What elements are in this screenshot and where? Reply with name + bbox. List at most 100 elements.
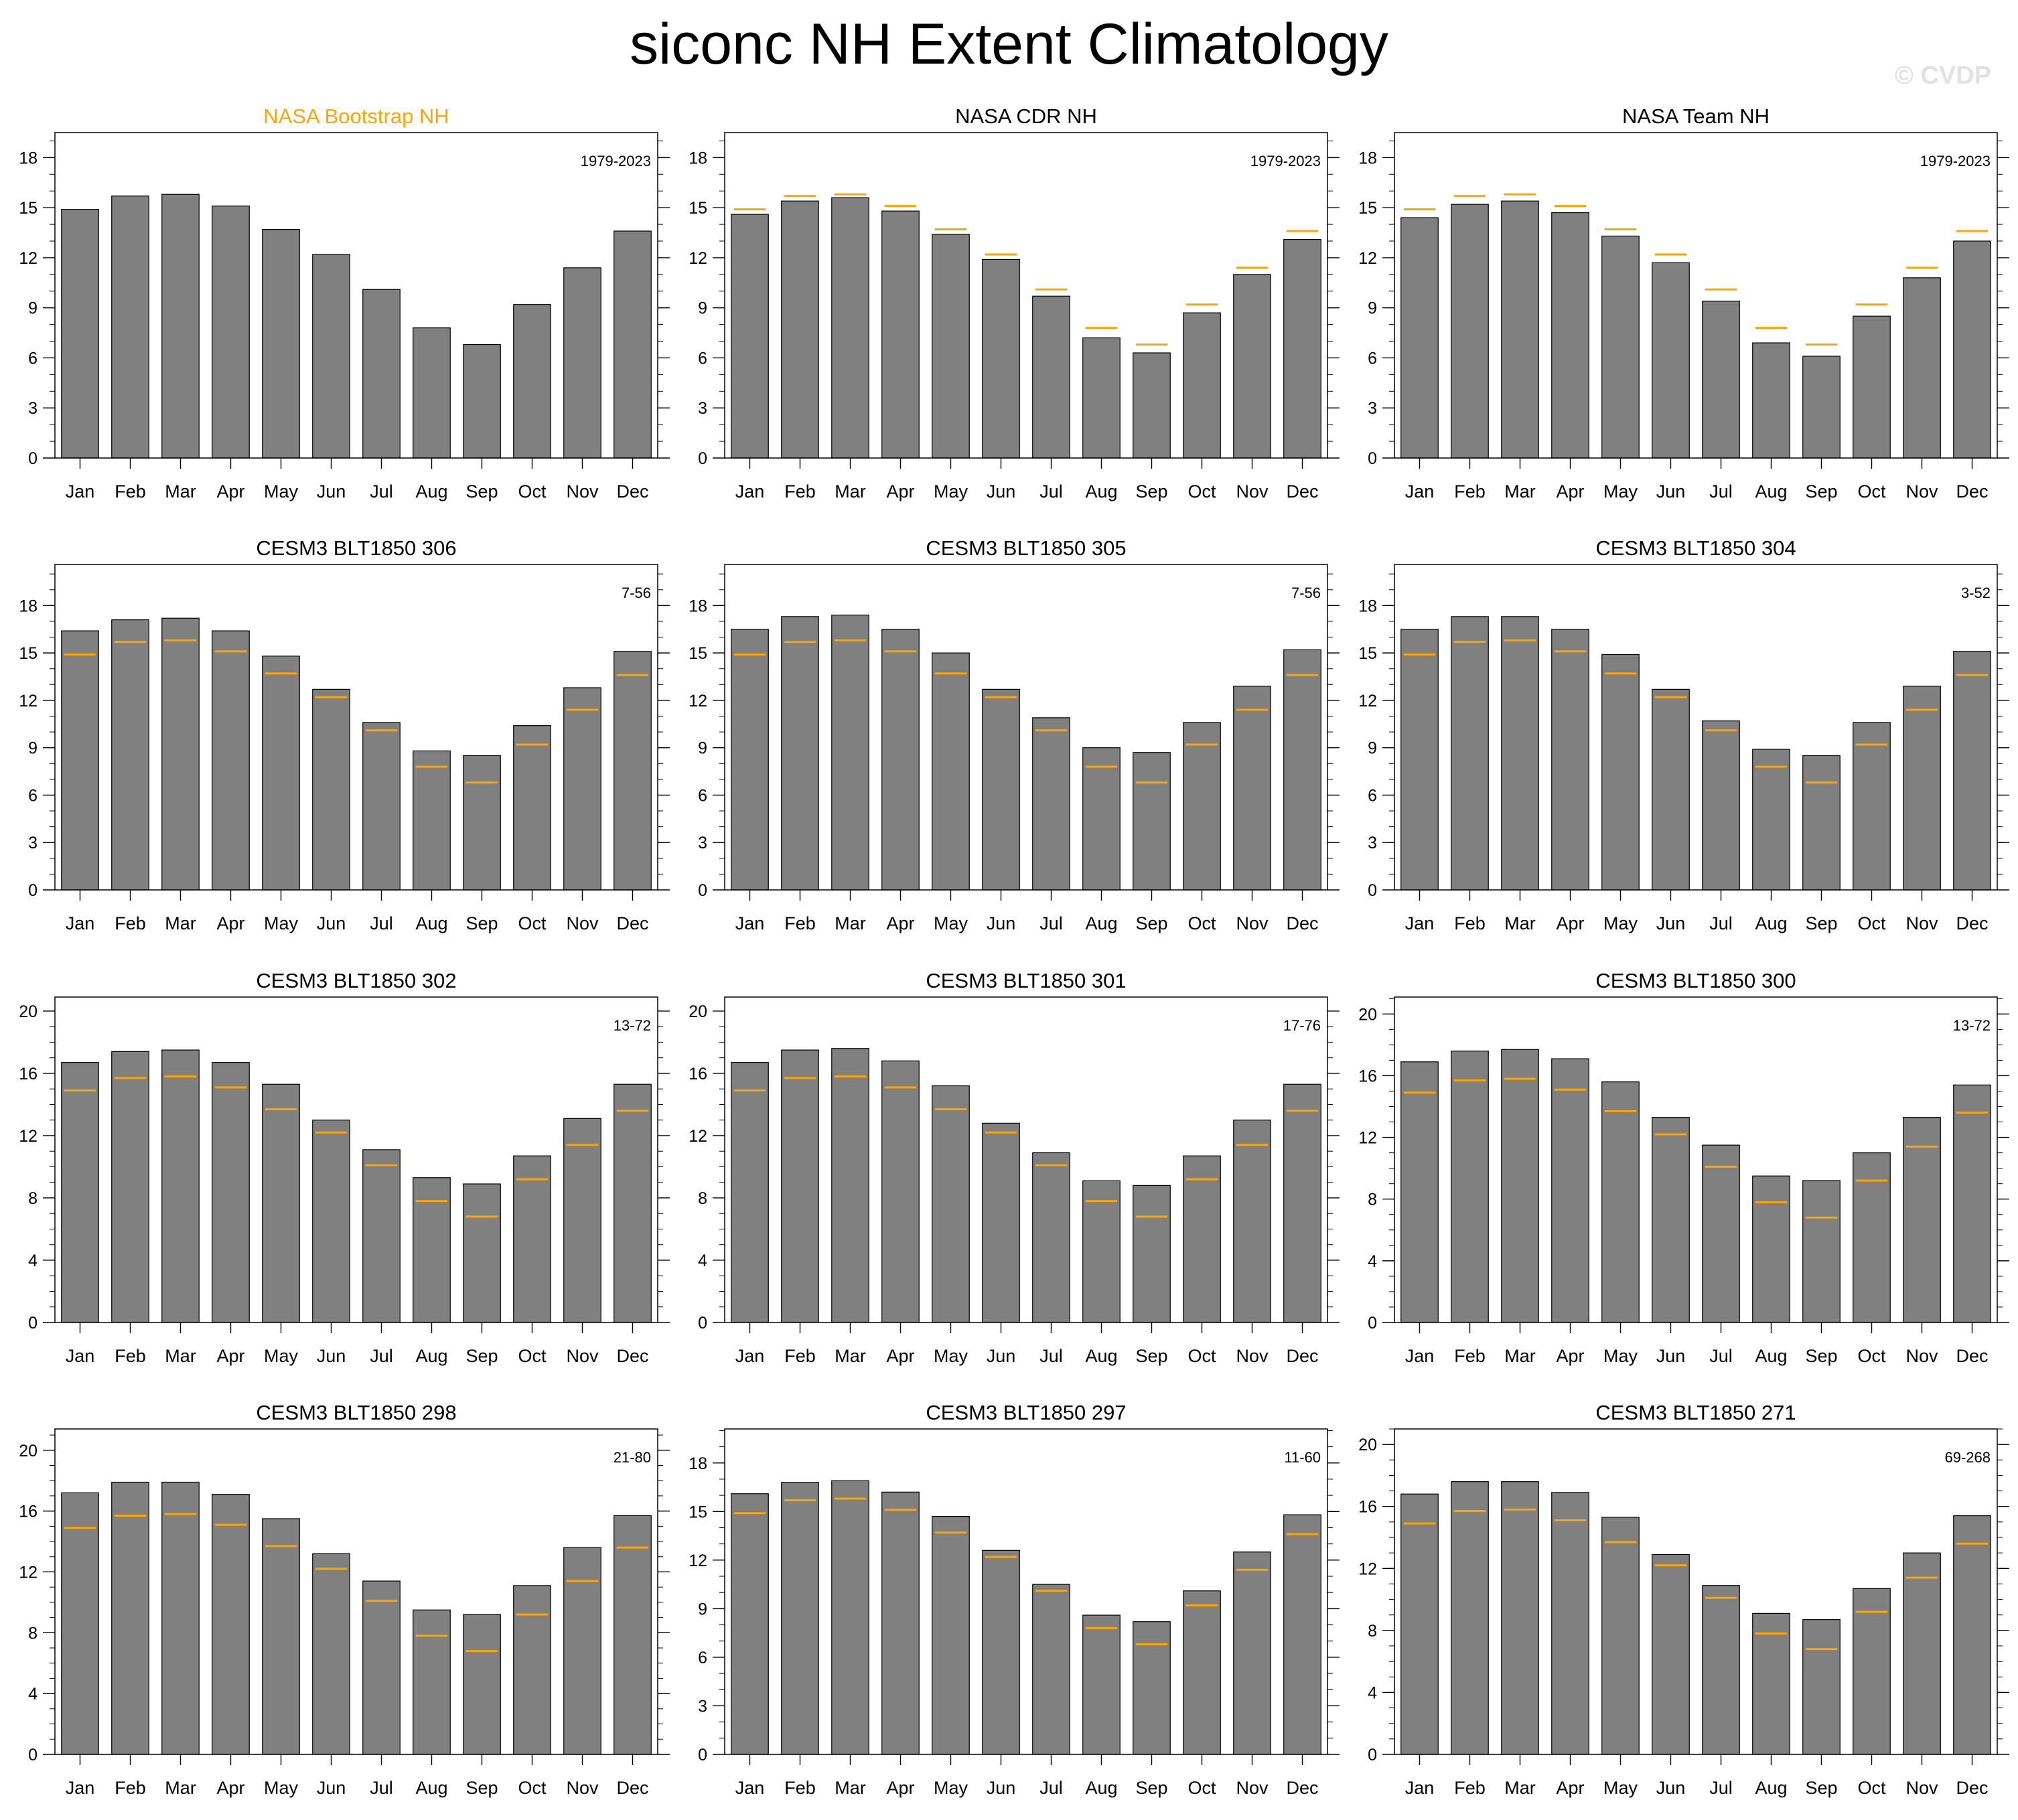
bar-jun: [1652, 1117, 1690, 1323]
chart-title: NASA Bootstrap NH: [263, 104, 449, 128]
bar-may: [262, 656, 300, 891]
bar-aug: [1082, 747, 1121, 891]
x-tick-label-jul: Jul: [1039, 481, 1063, 502]
bar-jun: [982, 688, 1020, 891]
bar-nov: [1233, 686, 1271, 891]
y-tick-label: 20: [19, 1442, 38, 1460]
x-tick-label-oct: Oct: [518, 481, 547, 502]
y-tick-label: 16: [1358, 1498, 1377, 1517]
bar-sep: [1802, 1180, 1841, 1323]
y-tick-label: 9: [28, 739, 38, 758]
chart-panel-10: CESM3 BLT1850 298 21-80 0 4 8 12 16 20 Jan Feb Mar…: [19, 1401, 670, 1798]
bar-feb: [1451, 616, 1489, 891]
x-tick-label-oct: Oct: [1857, 1778, 1886, 1798]
y-tick-label: 0: [28, 1314, 38, 1333]
bar-jul: [1032, 295, 1070, 459]
bar-jun: [982, 258, 1020, 459]
x-tick-label-jan: Jan: [1405, 913, 1435, 933]
bar-feb: [111, 196, 149, 459]
plot-frame: [724, 132, 1328, 459]
bar-apr: [212, 1494, 250, 1755]
bar-jan: [61, 1062, 99, 1323]
chart-panel-7: CESM3 BLT1850 302 13-72 0 4 8 12 16 20 Jan Feb Mar…: [19, 969, 670, 1366]
y-tick-label: 0: [698, 449, 707, 468]
y-tick-label: 8: [1368, 1622, 1377, 1641]
bar-may: [1601, 1517, 1640, 1755]
bar-nov: [563, 267, 601, 459]
chart-title: CESM3 BLT1850 271: [1595, 1401, 1796, 1424]
bar-sep: [1133, 1621, 1171, 1755]
bar-may: [1601, 654, 1640, 891]
y-tick-label: 18: [689, 149, 707, 167]
y-tick-label: 6: [698, 786, 707, 805]
x-tick-label-oct: Oct: [1857, 481, 1886, 502]
y-tick-label: 0: [1368, 449, 1377, 468]
x-tick-label-nov: Nov: [566, 481, 599, 502]
bar-nov: [1233, 1551, 1271, 1755]
x-tick-label-oct: Oct: [1857, 1346, 1886, 1366]
y-tick-label: 4: [1368, 1252, 1377, 1271]
y-tick-label: 9: [1368, 739, 1377, 758]
x-tick-label-apr: Apr: [886, 1346, 914, 1366]
x-tick-label-aug: Aug: [1755, 1778, 1787, 1798]
x-tick-label-dec: Dec: [1286, 481, 1318, 502]
period-label: 7-56: [622, 585, 651, 601]
period-label: 69-268: [1944, 1449, 1991, 1466]
chart-title: NASA CDR NH: [955, 104, 1097, 128]
x-tick-label-jul: Jul: [1039, 1778, 1063, 1798]
bar-oct: [1853, 1588, 1891, 1755]
bar-jan: [731, 1493, 769, 1755]
bar-mar: [1501, 200, 1539, 459]
period-label: 17-76: [1283, 1017, 1321, 1034]
x-tick-label-mar: Mar: [1504, 1778, 1536, 1798]
bar-jul: [1032, 1152, 1070, 1323]
bar-jan: [61, 630, 99, 891]
plot-frame: [1394, 132, 1998, 459]
x-tick-label-nov: Nov: [1905, 1778, 1938, 1798]
x-tick-label-mar: Mar: [165, 1778, 196, 1798]
bar-apr: [1551, 1492, 1589, 1755]
x-tick-label-jul: Jul: [370, 481, 393, 502]
x-tick-label-jun: Jun: [1656, 1778, 1686, 1798]
x-tick-label-dec: Dec: [1286, 913, 1318, 933]
bar-oct: [1183, 1155, 1221, 1323]
x-tick-label-dec: Dec: [1956, 913, 1988, 933]
y-tick-label: 16: [689, 1065, 707, 1083]
x-tick-label-jun: Jun: [317, 481, 346, 502]
x-tick-label-may: May: [934, 1778, 968, 1798]
bar-oct: [1853, 1152, 1891, 1323]
y-tick-label: 4: [698, 1252, 707, 1270]
y-tick-label: 12: [19, 1127, 38, 1146]
x-tick-label-may: May: [264, 481, 299, 502]
chart-title: CESM3 BLT1850 297: [926, 1401, 1126, 1424]
x-tick-label-jul: Jul: [1709, 1778, 1733, 1798]
x-tick-label-dec: Dec: [616, 1778, 648, 1798]
bar-aug: [1752, 342, 1790, 459]
bar-jan: [1400, 217, 1439, 459]
bar-nov: [1903, 1117, 1941, 1323]
x-tick-label-mar: Mar: [165, 1346, 196, 1366]
x-tick-label-apr: Apr: [1556, 1778, 1584, 1798]
x-tick-label-jun: Jun: [1656, 913, 1686, 933]
y-tick-label: 18: [689, 1454, 707, 1473]
bar-aug: [1082, 1614, 1121, 1755]
bar-apr: [1551, 212, 1589, 459]
x-tick-label-feb: Feb: [1454, 1778, 1486, 1798]
y-tick-label: 15: [19, 644, 38, 663]
x-tick-label-nov: Nov: [566, 1346, 599, 1366]
y-tick-label: 0: [698, 1314, 707, 1333]
bar-apr: [881, 210, 920, 459]
bar-dec: [1283, 238, 1321, 459]
x-tick-label-jun: Jun: [987, 1346, 1016, 1366]
bar-mar: [161, 194, 200, 459]
y-tick-label: 0: [698, 881, 707, 900]
bar-oct: [1853, 722, 1891, 891]
y-tick-label: 12: [689, 1551, 707, 1570]
y-tick-label: 0: [698, 1746, 707, 1764]
x-tick-label-apr: Apr: [1556, 913, 1584, 933]
x-tick-label-feb: Feb: [115, 913, 146, 933]
plot-frame: [54, 564, 658, 891]
bar-mar: [161, 617, 200, 891]
bar-sep: [1802, 1619, 1841, 1755]
bar-may: [932, 652, 970, 891]
